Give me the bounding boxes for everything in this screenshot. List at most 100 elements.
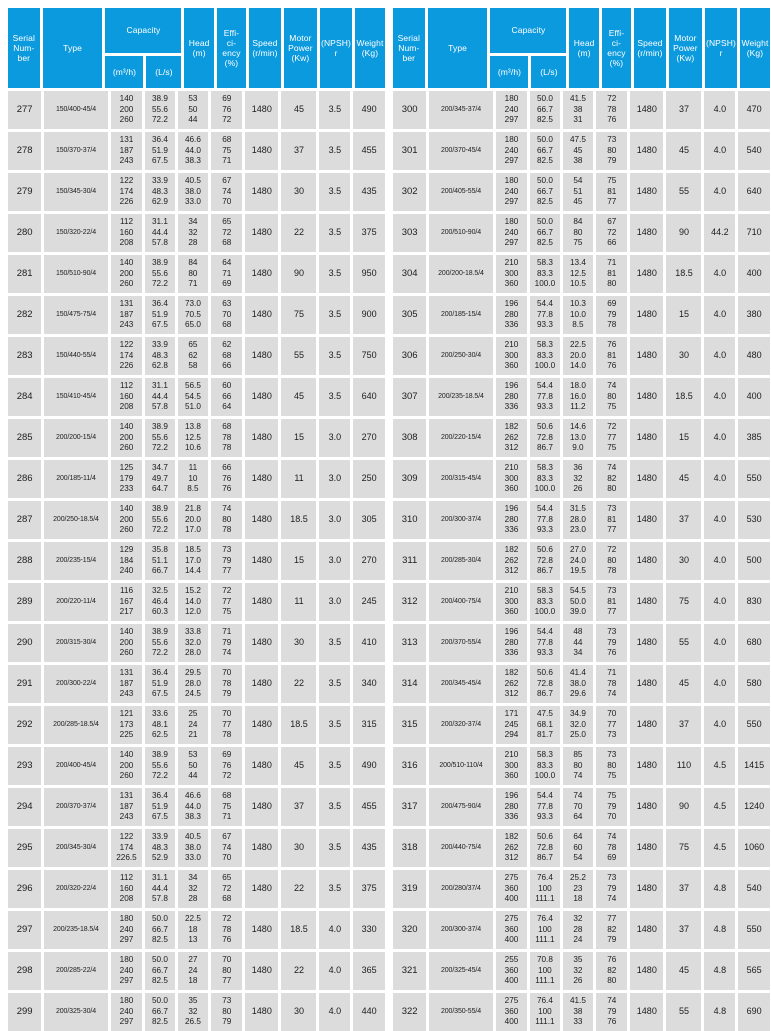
table-row[interactable]: 307 200/235-18.5/4 196 280 336 54.4 77.8 93.3 18… [393, 378, 770, 416]
table-row[interactable]: 321 200/325-45/4 255 360 400 70.8 100 111.1 35 32… [393, 952, 770, 990]
table-row[interactable]: 279 150/345-30/4 122 174 226 33.9 48.3 62.9 40.5… [8, 173, 385, 211]
value-line: 60 [573, 842, 583, 852]
cell-head: 53 50 44 [177, 91, 209, 129]
value-line: 196 [504, 381, 519, 391]
value-line: 69 [607, 299, 617, 309]
table-row[interactable]: 303 200/510-90/4 180 240 297 50.0 66.7 82.5 84 80… [393, 214, 770, 252]
table-row[interactable]: 291 200/300-22/4 131 187 243 36.4 51.9 67.5 29.5… [8, 665, 385, 703]
value-line: 360 [504, 279, 519, 289]
table-row[interactable]: 298 200/285-22/4 180 240 297 50.0 66.7 82.5 27 24… [8, 952, 385, 990]
cell-capacity-ls: 50.0 66.7 82.5 [145, 952, 175, 990]
table-row[interactable]: 309 200/315-45/4 210 300 360 58.3 83.3 100.0 36 3… [393, 460, 770, 498]
cell-type: 200/405-55/4 [429, 173, 493, 211]
table-row[interactable]: 300 200/345-37/4 180 240 297 50.0 66.7 82.5 41.5… [393, 91, 770, 129]
table-row[interactable]: 289 200/220-11/4 116 167 217 32.5 46.4 60.3 15.2… [8, 583, 385, 621]
table-row[interactable]: 296 200/320-22/4 112 160 208 31.1 44.4 57.8 34 32… [8, 870, 385, 908]
table-row[interactable]: 311 200/285-30/4 182 262 312 50.6 72.8 86.7 27.0… [393, 542, 770, 580]
cell-speed: 1480 [245, 624, 279, 662]
value-line: 12.0 [184, 607, 201, 617]
table-row[interactable]: 316 200/510-110/4 210 300 360 58.3 83.3 100.0 85… [393, 747, 770, 785]
cell-motor-power: 90 [666, 788, 702, 826]
table-row[interactable]: 292 200/285-18.5/4 121 173 225 33.6 48.1 62.5 25… [8, 706, 385, 744]
table-row[interactable]: 320 200/300-37/4 275 360 400 76.4 100 111.1 32 28… [393, 911, 770, 949]
table-row[interactable]: 280 150/320-22/4 112 160 208 31.1 44.4 57.8 34 32… [8, 214, 385, 252]
spec-table-sheet: Serial Num- ber Type Capacity (m³/h) (L/… [8, 8, 771, 1031]
cell-serial-number: 295 [8, 829, 42, 867]
cell-speed: 1480 [630, 993, 664, 1031]
table-row[interactable]: 285 200/200-15/4 140 200 260 38.9 55.6 72.2 13.8… [8, 419, 385, 457]
cell-capacity-ls: 50.0 66.7 82.5 [530, 132, 560, 170]
value-line: 33.0 [184, 853, 201, 863]
table-row[interactable]: 299 200/325-30/4 180 240 297 50.0 66.7 82.5 35 32… [8, 993, 385, 1031]
table-row[interactable]: 284 150/410-45/4 112 160 208 31.1 44.4 57.8 56.5… [8, 378, 385, 416]
value-line: 51.9 [151, 309, 168, 319]
value-line: 312 [504, 566, 519, 576]
cell-type: 200/235-18.5/4 [429, 378, 493, 416]
table-row[interactable]: 322 200/350-55/4 275 360 400 76.4 100 111.1 41.5… [393, 993, 770, 1031]
table-row[interactable]: 294 200/370-37/4 131 187 243 36.4 51.9 67.5 46.6… [8, 788, 385, 826]
value-line: 72 [607, 422, 617, 432]
table-row[interactable]: 312 200/400-75/4 210 300 360 58.3 83.3 100.0 54.… [393, 583, 770, 621]
table-row[interactable]: 283 150/440-55/4 122 174 226 33.9 48.3 62.8 65 62… [8, 337, 385, 375]
value-line: 48.3 [151, 842, 168, 852]
table-row[interactable]: 287 200/250-18.5/4 140 200 260 38.9 55.6 72.2 21… [8, 501, 385, 539]
table-row[interactable]: 319 200/280/37/4 275 360 400 76.4 100 111.1 25.2… [393, 870, 770, 908]
cell-motor-power: 75 [281, 296, 317, 334]
cell-head: 34 32 28 [177, 870, 209, 908]
table-row[interactable]: 277 150/400-45/4 140 200 260 38.9 55.6 72.2 53 50… [8, 91, 385, 129]
table-row[interactable]: 297 200/235-18.5/4 180 240 297 50.0 66.7 82.5 22… [8, 911, 385, 949]
value-line: 300 [504, 760, 519, 770]
table-row[interactable]: 306 200/250-30/4 210 300 360 58.3 83.3 100.0 22.… [393, 337, 770, 375]
table-row[interactable]: 308 200/220-15/4 182 262 312 50.6 72.8 86.7 14.6… [393, 419, 770, 457]
table-row[interactable]: 313 200/370-55/4 196 280 336 54.4 77.8 93.3 48 44… [393, 624, 770, 662]
table-row[interactable]: 288 200/235-15/4 129 184 240 35.8 51.1 66.7 18.5… [8, 542, 385, 580]
value-line: 66.7 [151, 1006, 168, 1016]
table-row[interactable]: 286 200/185-11/4 125 179 233 34.7 49.7 64.7 11 10… [8, 460, 385, 498]
value-line: 86.7 [536, 689, 553, 699]
table-row[interactable]: 314 200/345-45/4 182 262 312 50.6 72.8 86.7 41.4… [393, 665, 770, 703]
value-line: 122 [119, 832, 134, 842]
table-row[interactable]: 305 200/185-15/4 196 280 336 54.4 77.8 93.3 10.3… [393, 296, 770, 334]
cell-type: 200/220-15/4 [429, 419, 493, 457]
cell-weight: 1240 [738, 788, 770, 826]
cell-serial-number: 305 [393, 296, 427, 334]
cell-capacity-ls: 76.4 100 111.1 [530, 993, 560, 1031]
cell-capacity-m3h: 196 280 336 [495, 624, 528, 662]
value-line: 182 [504, 832, 519, 842]
header-motor-line1: Motor [674, 32, 697, 43]
table-row[interactable]: 282 150/475-75/4 131 187 243 36.4 51.9 67.5 73.0… [8, 296, 385, 334]
table-row[interactable]: 281 150/510-90/4 140 200 260 38.9 55.6 72.2 84 80… [8, 255, 385, 293]
cell-motor-power: 18.5 [281, 501, 317, 539]
value-line: 80 [222, 514, 232, 524]
cell-head: 41.5 38 33 [562, 993, 594, 1031]
table-row[interactable]: 301 200/370-45/4 180 240 297 50.0 66.7 82.5 47.5… [393, 132, 770, 170]
cell-type: 200/370-55/4 [429, 624, 493, 662]
header-motor-line3: (Kw) [676, 53, 695, 63]
cell-type: 200/370-37/4 [44, 788, 108, 826]
value-line: 54.5 [184, 391, 201, 401]
table-row[interactable]: 290 200/315-30/4 140 200 260 38.9 55.6 72.2 33.8… [8, 624, 385, 662]
cell-weight: 550 [738, 706, 770, 744]
cell-motor-power: 15 [666, 419, 702, 457]
table-row[interactable]: 310 200/300-37/4 196 280 336 54.4 77.8 93.3 31.5… [393, 501, 770, 539]
table-row[interactable]: 304 200/200-18.5/4 210 300 360 58.3 83.3 100.0 1… [393, 255, 770, 293]
value-line: 72.2 [151, 115, 168, 125]
table-row[interactable]: 315 200/320-37/4 171 245 294 47.5 68.1 81.7 34.9… [393, 706, 770, 744]
table-row[interactable]: 318 200/440-75/4 182 262 312 50.6 72.8 86.7 64 60… [393, 829, 770, 867]
value-line: 32 [188, 1006, 198, 1016]
table-row[interactable]: 295 200/345-30/4 122 174 226.5 33.9 48.3 52.9 40… [8, 829, 385, 867]
cell-npsh: 3.5 [319, 296, 351, 334]
value-line: 112 [119, 381, 134, 391]
table-row[interactable]: 293 200/400-45/4 140 200 260 38.9 55.6 72.2 53 50… [8, 747, 385, 785]
header-serial-line3: ber [402, 53, 416, 63]
value-line: 26 [573, 976, 583, 986]
value-line: 131 [119, 299, 134, 309]
value-line: 180 [504, 94, 519, 104]
value-line: 11.2 [570, 402, 586, 412]
value-line: 51.1 [151, 555, 168, 565]
table-row[interactable]: 278 150/370-37/4 131 187 243 36.4 51.9 67.5 46.6… [8, 132, 385, 170]
value-line: 68.1 [536, 719, 553, 729]
table-row[interactable]: 302 200/405-55/4 180 240 297 50.0 66.7 82.5 54 51… [393, 173, 770, 211]
value-line: 32.0 [184, 637, 201, 647]
table-row[interactable]: 317 200/475-90/4 196 280 336 54.4 77.8 93.3 74 70… [393, 788, 770, 826]
